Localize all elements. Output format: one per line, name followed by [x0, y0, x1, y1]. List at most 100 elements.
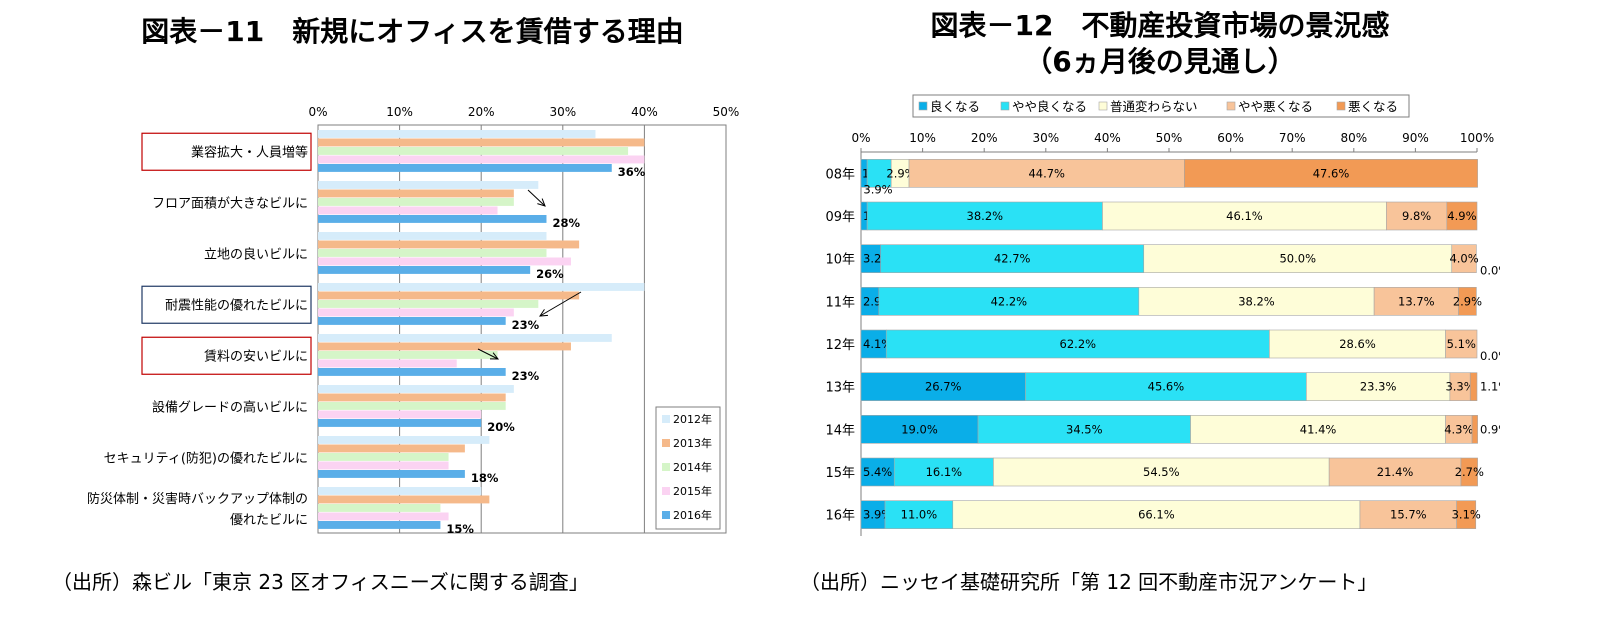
bar-2013年-0	[318, 138, 645, 147]
legend-swatch	[1336, 101, 1346, 111]
legend-swatch	[918, 101, 928, 111]
segment-label: 0.9%	[1480, 422, 1500, 436]
bar-普通変わらない-13年	[1306, 372, 1451, 401]
legend-label: やや良くなる	[1012, 99, 1087, 114]
segment-label: 50.0%	[1279, 252, 1316, 266]
x-tick-label: 100%	[1460, 131, 1494, 145]
bar-やや悪くなる-14年	[1445, 415, 1473, 444]
category-label: 11年	[825, 295, 855, 310]
bar-2013年-2	[318, 240, 580, 249]
legend-swatch	[1000, 101, 1010, 111]
x-tick-label: 10%	[909, 131, 936, 145]
legend-swatch	[662, 487, 670, 495]
bar-2016年-0	[318, 164, 612, 172]
category-label: 15年	[825, 466, 855, 481]
segment-label: 9.8%	[1402, 209, 1431, 223]
x-tick-label: 50%	[1156, 131, 1183, 145]
bar-悪くなる-16年	[1456, 500, 1477, 529]
segment-label: 1.1%	[1480, 380, 1500, 394]
bar-やや良くなる-08年	[866, 159, 892, 188]
bar-2015年-7	[318, 512, 449, 521]
legend-label: 普通変わらない	[1110, 99, 1198, 114]
right-chart-title-line1: 図表－12 不動産投資市場の景況感	[930, 9, 1390, 42]
category-label: 設備グレードの高いビルに	[152, 399, 308, 415]
bar-悪くなる-15年	[1460, 457, 1478, 487]
legend-label: 2013年	[673, 436, 712, 450]
x-tick-label: 30%	[549, 105, 576, 119]
segment-label: 0.0%	[1480, 264, 1500, 278]
segment-label: 34.5%	[1066, 422, 1103, 436]
annotation-arrow-head	[537, 198, 546, 207]
segment-label: 3.1%	[1452, 508, 1481, 522]
category-label: セキュリティ(防犯)の優れたビルに	[104, 450, 308, 466]
value-label: 23%	[512, 318, 540, 332]
x-tick-label: 30%	[1032, 131, 1059, 145]
bar-2016年-4	[318, 368, 506, 376]
segment-label: 19.0%	[901, 422, 938, 436]
segment-label: 42.7%	[994, 252, 1031, 266]
bar-2016年-7	[318, 521, 441, 529]
category-label: 耐震性能の優れたビルに	[165, 298, 308, 313]
value-label: 26%	[536, 267, 564, 281]
left-bar-chart: 0% 10% 20% 30% 40% 50% 36% 業容拡大・人員増等 28% フロア面積が大き…	[87, 105, 740, 536]
bar-2012年-3	[318, 283, 645, 291]
bar-やや良くなる-12年	[885, 329, 1270, 359]
segment-label: 2.7%	[1455, 465, 1484, 479]
segment-label: 21.4%	[1377, 465, 1414, 479]
bar-2015年-3	[318, 308, 514, 317]
segment-label: 3.3%	[1445, 380, 1474, 394]
value-label: 23%	[512, 369, 540, 383]
bar-2014年-5	[318, 402, 506, 410]
category-label: 12年	[825, 338, 855, 353]
value-label: 20%	[487, 420, 515, 434]
bar-普通変わらない-11年	[1138, 287, 1375, 316]
bar-2012年-1	[318, 181, 539, 189]
annotation-arrow	[477, 348, 499, 360]
segment-label: 23.3%	[1360, 380, 1397, 394]
annotation-arrow	[539, 291, 582, 317]
annotation-arrow-head	[489, 352, 500, 360]
bar-2015年-2	[318, 257, 571, 266]
bar-普通変わらない-12年	[1269, 329, 1446, 359]
bar-やや悪くなる-15年	[1328, 457, 1462, 487]
segment-label: 54.5%	[1143, 465, 1180, 479]
segment-label: 45.6%	[1148, 380, 1185, 394]
segment-label: 0.0%	[1480, 349, 1500, 363]
legend-swatch	[662, 439, 670, 447]
bar-2015年-5	[318, 410, 482, 419]
bar-2013年-5	[318, 393, 506, 402]
bar-2014年-6	[318, 453, 449, 461]
bar-普通変わらない-16年	[952, 500, 1361, 529]
segment-label: 26.7%	[925, 380, 962, 394]
segment-label: 42.2%	[991, 294, 1028, 308]
segment-label: 4.9%	[1447, 209, 1476, 223]
x-tick-label: 50%	[713, 105, 740, 119]
segment-label: 44.7%	[1028, 166, 1065, 180]
right-stacked-bar-chart: 0%10%20%30%40%50%60%70%80%90%100%08年1.0%…	[825, 94, 1500, 536]
legend-swatch	[662, 415, 670, 423]
bar-2016年-6	[318, 470, 465, 478]
segment-label: 11.0%	[901, 508, 938, 522]
segment-label: 47.6%	[1313, 166, 1350, 180]
bar-2012年-4	[318, 334, 612, 342]
bar-2013年-6	[318, 444, 465, 453]
bar-2012年-2	[318, 232, 547, 240]
bar-良くなる-14年	[860, 415, 979, 444]
value-label: 18%	[471, 471, 499, 485]
segment-label: 38.2%	[1238, 294, 1275, 308]
legend-swatch	[662, 511, 670, 519]
category-label: 10年	[825, 253, 855, 268]
x-tick-label: 0%	[851, 131, 870, 145]
annotation-arrow	[527, 189, 546, 207]
x-tick-label: 20%	[468, 105, 495, 119]
bar-2013年-3	[318, 291, 580, 300]
category-label: 09年	[825, 210, 855, 225]
segment-label: 15.7%	[1390, 508, 1427, 522]
bar-普通変わらない-09年	[1102, 201, 1387, 231]
legend-swatch	[1226, 101, 1236, 111]
x-tick-label: 40%	[1094, 131, 1121, 145]
legend-label: 2014年	[673, 460, 712, 474]
category-highlight-box	[141, 132, 312, 171]
value-label: 15%	[446, 522, 474, 536]
segment-label: 38.2%	[967, 209, 1004, 223]
